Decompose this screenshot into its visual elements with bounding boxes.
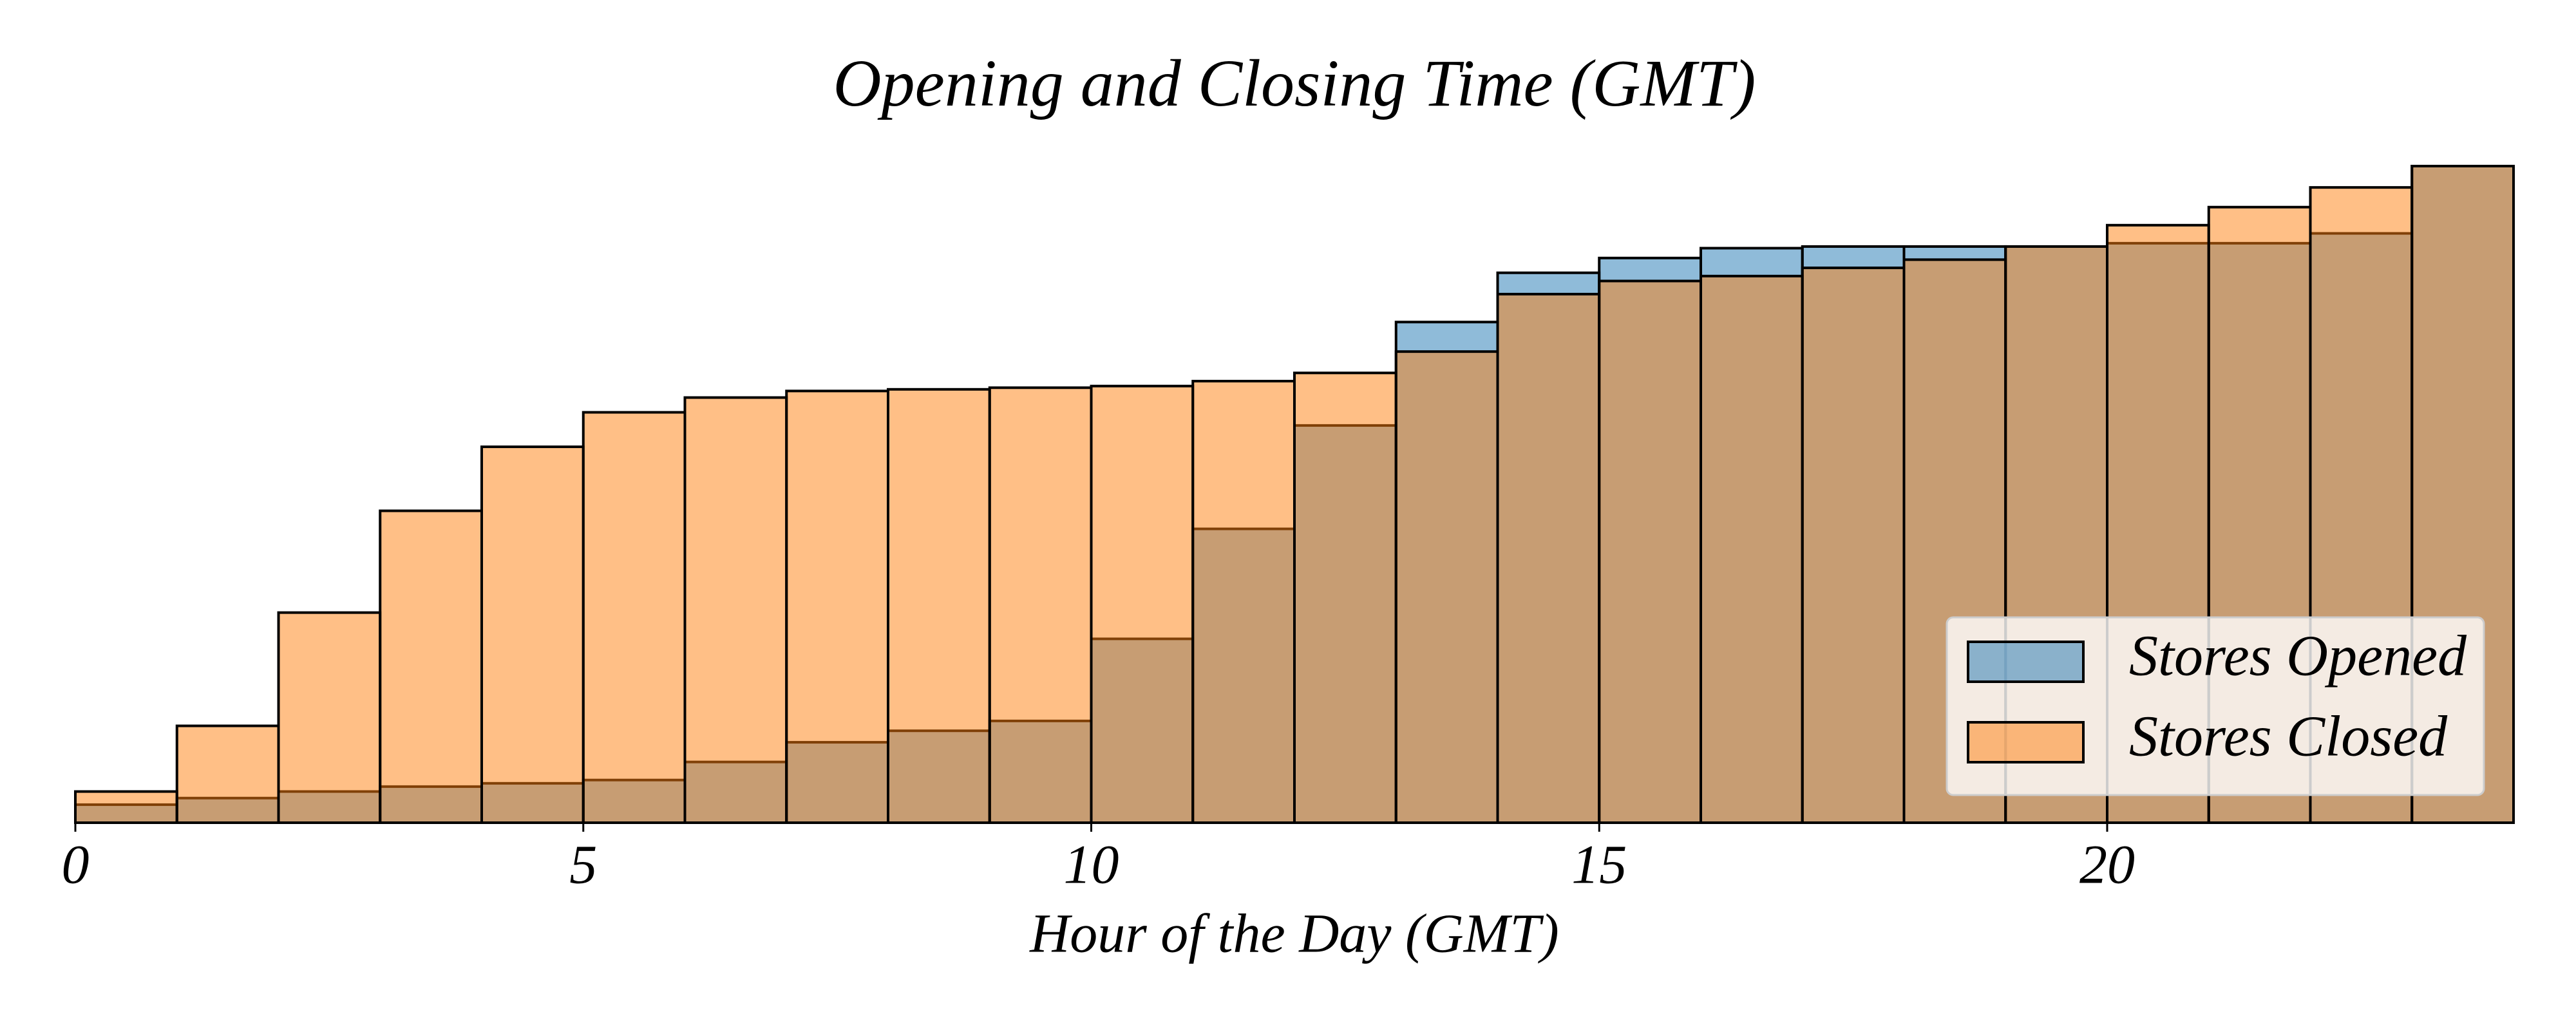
legend-swatch	[1967, 641, 2085, 683]
legend-label: Stores Closed	[2129, 705, 2448, 769]
legend-label: Stores Opened	[2129, 624, 2467, 688]
x-tick-label: 10	[1064, 834, 1119, 895]
bar	[887, 388, 991, 824]
bar	[988, 386, 1093, 824]
bar	[1090, 384, 1195, 824]
legend-swatch	[1967, 721, 2085, 763]
bar	[1293, 371, 1397, 824]
bar	[1700, 274, 1804, 825]
bar	[1394, 350, 1499, 824]
bar	[683, 396, 788, 824]
x-tick-label: 5	[569, 834, 597, 895]
bar	[1496, 292, 1601, 824]
bar	[1598, 279, 1702, 824]
bar	[74, 790, 178, 825]
bar	[582, 411, 687, 824]
legend: Stores Opened Stores Closed	[1946, 616, 2485, 796]
x-axis-label: Hour of the Day (GMT)	[1029, 903, 1559, 964]
bar	[480, 445, 585, 824]
x-tick-label: 0	[62, 834, 90, 895]
bar	[1801, 267, 1906, 825]
bar	[1191, 380, 1296, 824]
bar	[277, 611, 382, 824]
x-tick-label: 20	[2079, 834, 2135, 895]
chart-title: Opening and Closing Time (GMT)	[833, 46, 1756, 120]
bar	[785, 389, 889, 824]
x-tick-label: 15	[1571, 834, 1627, 895]
bar	[175, 724, 280, 825]
bar	[379, 509, 483, 824]
